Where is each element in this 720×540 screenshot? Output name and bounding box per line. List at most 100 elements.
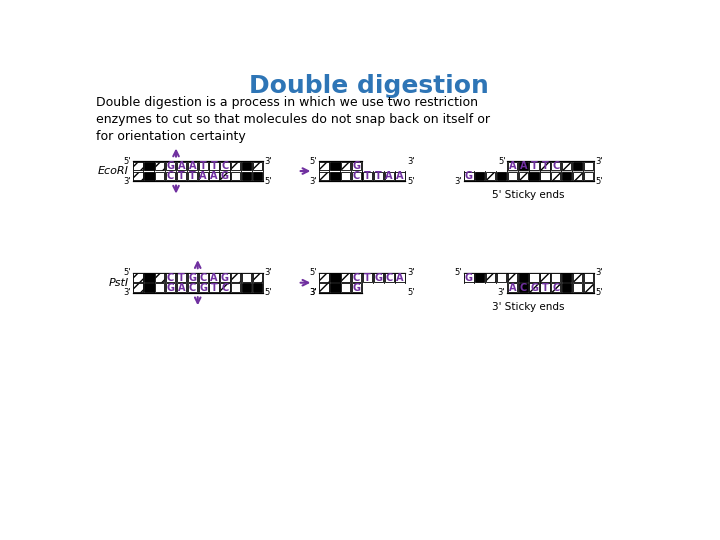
Bar [518,273,528,282]
Text: C: C [385,273,393,283]
Text: 5': 5' [595,177,603,186]
Bar [242,172,251,180]
Text: 3': 3' [407,268,415,277]
Bar [166,162,175,170]
Text: 5': 5' [407,288,415,297]
Text: G: G [199,283,207,293]
Text: C: C [552,283,559,293]
Text: 3': 3' [310,288,317,297]
Text: A: A [508,161,516,171]
Text: 3': 3' [264,157,272,166]
Bar [562,172,571,180]
Text: A: A [508,283,516,293]
Bar [177,162,186,170]
Bar [210,162,219,170]
Bar [253,162,262,170]
Bar [199,172,208,180]
Bar [352,162,361,170]
Text: T: T [178,273,185,283]
Text: A: A [519,161,527,171]
Text: 3': 3' [310,288,317,297]
Bar [551,162,560,170]
Bar [384,172,394,180]
Text: 3' Sticky ends: 3' Sticky ends [492,302,565,312]
Text: A: A [199,171,207,181]
Bar [374,273,383,282]
Bar [584,284,593,292]
Bar [253,172,262,180]
Bar [133,284,143,292]
Text: C: C [189,283,196,293]
Text: 5': 5' [310,157,317,166]
Bar [133,273,143,282]
Bar [210,172,219,180]
Text: 3': 3' [595,157,603,166]
Text: A: A [210,171,217,181]
Text: PstI: PstI [109,278,129,288]
Bar [188,273,197,282]
Bar [220,273,230,282]
Bar [551,172,560,180]
Bar [464,273,474,282]
Text: C: C [167,273,174,283]
Text: 3': 3' [264,268,272,277]
Text: C: C [552,161,559,171]
Bar [341,162,351,170]
Bar [518,162,528,170]
Bar [220,284,230,292]
Text: A: A [178,161,185,171]
Text: T: T [211,161,217,171]
Text: 5': 5' [498,157,505,166]
Bar [540,273,549,282]
Bar [374,172,383,180]
Bar [330,172,340,180]
Text: A: A [385,171,393,181]
Bar [352,172,361,180]
Text: G: G [166,161,175,171]
Text: C: C [353,171,360,181]
Bar [144,162,153,170]
Bar [133,172,143,180]
Text: 3': 3' [123,177,131,186]
Text: G: G [353,161,361,171]
Bar [320,172,329,180]
Text: G: G [166,283,175,293]
Bar [529,162,539,170]
Bar [199,273,208,282]
Bar [177,172,186,180]
Bar [210,284,219,292]
Bar [199,284,208,292]
Bar [573,284,582,292]
Bar [584,162,593,170]
Bar [341,172,351,180]
Text: 5': 5' [407,177,415,186]
Bar [177,273,186,282]
Bar [486,172,495,180]
Bar [199,162,208,170]
Bar [144,172,153,180]
Text: T: T [531,161,537,171]
Bar [166,284,175,292]
Text: T: T [364,171,371,181]
Text: C: C [520,283,527,293]
Bar [330,284,340,292]
Bar [518,284,528,292]
Bar [231,273,240,282]
Bar [551,273,560,282]
Bar [242,273,251,282]
Bar [231,172,240,180]
Bar [144,284,153,292]
Bar [529,284,539,292]
Text: T: T [189,171,196,181]
Bar [551,284,560,292]
Bar [155,172,164,180]
Bar [242,162,251,170]
Bar [155,273,164,282]
Bar [177,284,186,292]
Text: 5': 5' [454,268,462,277]
Bar [573,172,582,180]
Text: G: G [374,273,382,283]
Bar [562,273,571,282]
Text: G: G [465,171,473,181]
Bar [584,172,593,180]
